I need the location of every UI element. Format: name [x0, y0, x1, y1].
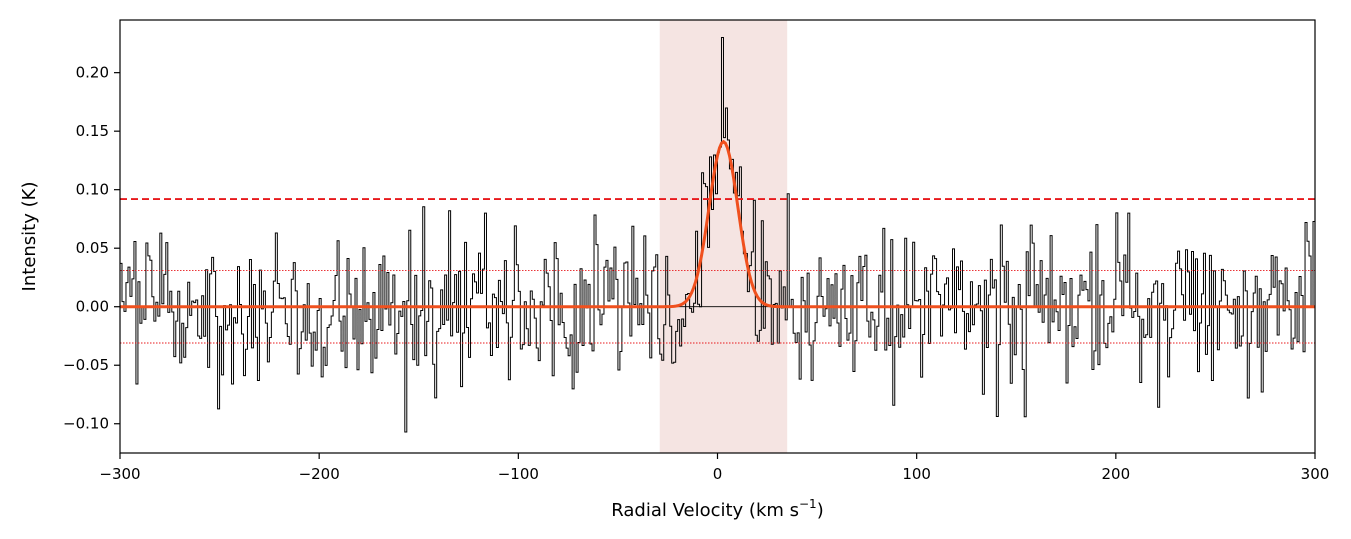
y-tick-label: −0.05 [63, 356, 109, 374]
x-axis-label-exponent: −1 [799, 497, 817, 511]
y-tick-label: 0.20 [76, 64, 109, 82]
y-tick-label: 0.05 [76, 239, 109, 257]
x-tick-label: 300 [1301, 465, 1330, 483]
axis-ticks: −300 −200 −100 0 100 200 300 −0.10 −0.05 0.00 0.05… [63, 64, 1329, 483]
x-tick-label: 200 [1102, 465, 1131, 483]
y-tick-label: 0.10 [76, 181, 109, 199]
x-axis-label: Radial Velocity (km s−1) [611, 497, 823, 521]
x-tick-label: −100 [498, 465, 539, 483]
x-axis-label-tail: ) [817, 500, 824, 521]
x-tick-label: 100 [902, 465, 931, 483]
x-tick-label: −200 [299, 465, 340, 483]
spectrum-line [120, 37, 1315, 433]
x-tick-label: −300 [99, 465, 140, 483]
y-axis-label: Intensity (K) [19, 182, 40, 292]
x-axis-label-main: Radial Velocity (km s [611, 500, 799, 521]
y-tick-label: 0.00 [76, 298, 109, 316]
gaussian-fit-line [120, 139, 1315, 309]
x-tick-label: 0 [713, 465, 723, 483]
y-tick-label: 0.15 [76, 122, 109, 140]
y-tick-label: −0.10 [63, 415, 109, 433]
